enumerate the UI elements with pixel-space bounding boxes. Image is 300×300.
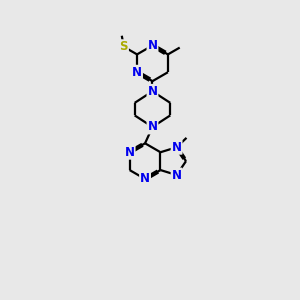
Text: N: N [124,146,135,159]
Text: N: N [140,172,150,185]
Text: N: N [148,39,158,52]
Text: N: N [148,85,158,98]
Text: N: N [148,121,158,134]
Text: N: N [172,169,182,182]
Text: N: N [172,141,182,154]
Text: N: N [132,66,142,79]
Text: S: S [119,40,128,53]
